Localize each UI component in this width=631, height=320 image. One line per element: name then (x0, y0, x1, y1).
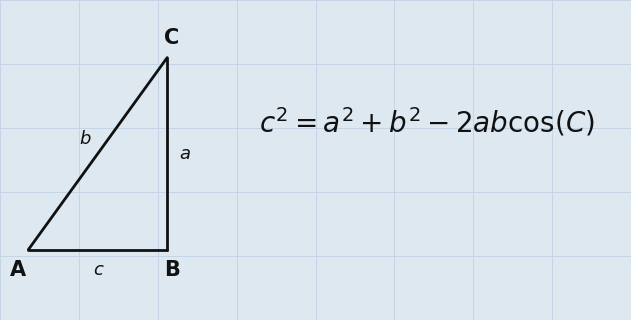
Text: $c^2 = a^2 + b^2 - 2ab\cos(C)$: $c^2 = a^2 + b^2 - 2ab\cos(C)$ (259, 105, 594, 138)
Text: c: c (93, 261, 103, 279)
Text: B: B (163, 260, 180, 280)
Text: C: C (164, 28, 179, 48)
Text: a: a (179, 145, 191, 163)
Text: b: b (80, 130, 91, 148)
Text: A: A (9, 260, 26, 280)
